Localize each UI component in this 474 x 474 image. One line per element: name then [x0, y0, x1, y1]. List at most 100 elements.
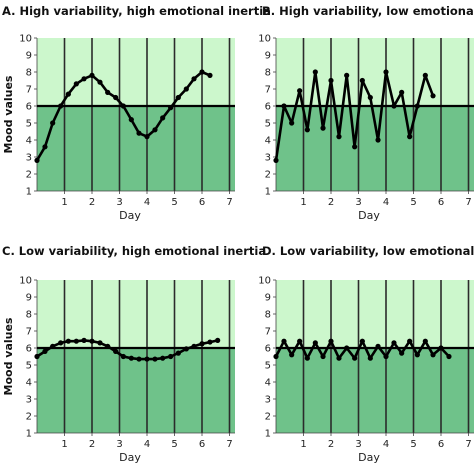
data-point — [446, 353, 452, 360]
data-point — [199, 69, 205, 75]
upper-band — [37, 280, 235, 348]
data-point — [297, 338, 303, 344]
x-tick-label: 1 — [300, 439, 306, 450]
chart-panel-d: D. Low variability, low emotional inerti… — [258, 244, 474, 464]
data-point — [160, 115, 166, 121]
y-tick-label: 7 — [26, 85, 32, 96]
data-point — [336, 355, 342, 361]
data-point — [144, 134, 150, 140]
x-tick-label: 3 — [116, 197, 122, 208]
x-axis-label: Day — [358, 209, 380, 222]
data-point — [304, 355, 310, 361]
y-tick-label: 2 — [26, 170, 32, 181]
x-tick-label: 6 — [438, 439, 444, 450]
data-point — [304, 127, 310, 133]
data-point — [120, 103, 126, 109]
data-point — [50, 343, 56, 349]
y-tick-label: 1 — [265, 429, 271, 440]
data-point — [273, 353, 279, 360]
data-point — [289, 352, 295, 358]
data-point — [50, 120, 56, 126]
y-axis-label: Mood values — [2, 75, 15, 153]
x-tick-label: 3 — [355, 197, 361, 208]
data-point — [215, 337, 221, 343]
y-tick-label: 1 — [265, 187, 271, 198]
x-tick-label: 5 — [171, 197, 177, 208]
x-tick-label: 6 — [199, 197, 205, 208]
y-tick-label: 8 — [26, 68, 32, 79]
data-point — [399, 350, 405, 356]
data-point — [191, 343, 197, 349]
data-point — [336, 134, 342, 140]
data-point — [359, 338, 365, 344]
data-point — [383, 69, 389, 75]
data-point — [58, 103, 64, 109]
y-tick-label: 2 — [265, 170, 271, 181]
data-point — [175, 94, 181, 101]
data-point — [105, 343, 111, 349]
y-tick-label: 7 — [26, 327, 32, 338]
data-point — [328, 77, 334, 84]
x-tick-label: 1 — [300, 197, 306, 208]
data-point — [81, 337, 87, 343]
data-point — [65, 91, 71, 97]
data-point — [113, 348, 119, 354]
y-tick-label: 8 — [265, 310, 271, 321]
x-tick-label: 5 — [410, 197, 416, 208]
data-point — [207, 72, 213, 78]
data-point — [42, 348, 48, 354]
data-point — [136, 356, 142, 362]
data-point — [73, 81, 79, 87]
panel-title: A. High variability, high emotional iner… — [2, 4, 271, 18]
y-tick-label: 3 — [26, 395, 32, 406]
data-point — [183, 346, 189, 352]
data-point — [144, 356, 150, 362]
y-tick-label: 5 — [265, 119, 271, 130]
data-point — [175, 350, 181, 356]
data-point — [320, 353, 326, 360]
y-tick-label: 2 — [265, 412, 271, 423]
data-point — [199, 341, 205, 347]
x-tick-label: 6 — [438, 197, 444, 208]
data-point — [289, 120, 295, 126]
upper-band — [276, 280, 474, 348]
data-point — [407, 338, 413, 344]
x-tick-label: 3 — [355, 439, 361, 450]
x-tick-label: 2 — [89, 197, 95, 208]
lower-band — [37, 106, 235, 191]
data-point — [105, 89, 111, 95]
upper-band — [276, 38, 474, 106]
data-point — [81, 76, 87, 82]
data-point — [352, 144, 358, 150]
data-point — [328, 338, 334, 344]
y-tick-label: 9 — [265, 51, 271, 62]
x-tick-label: 2 — [89, 439, 95, 450]
y-tick-label: 5 — [26, 361, 32, 372]
y-tick-label: 8 — [265, 68, 271, 79]
chart-panel-b: B. High variability, low emotional inert… — [258, 4, 474, 222]
x-tick-label: 4 — [144, 197, 150, 208]
data-point — [168, 353, 174, 360]
y-tick-label: 1 — [26, 429, 32, 440]
data-point — [391, 103, 397, 109]
y-tick-label: 9 — [26, 293, 32, 304]
panel-title: C. Low variability, high emotional inert… — [2, 244, 266, 258]
y-tick-label: 9 — [265, 293, 271, 304]
y-tick-label: 6 — [26, 344, 32, 355]
data-point — [383, 353, 389, 360]
y-tick-label: 6 — [265, 102, 271, 113]
data-point — [281, 338, 287, 344]
x-tick-label: 2 — [328, 197, 334, 208]
x-tick-label: 2 — [328, 439, 334, 450]
x-tick-label: 7 — [226, 439, 232, 450]
data-point — [422, 338, 428, 344]
y-tick-label: 5 — [26, 119, 32, 130]
data-point — [414, 103, 420, 109]
y-tick-label: 10 — [19, 276, 32, 287]
data-point — [113, 94, 119, 101]
y-tick-label: 4 — [26, 378, 32, 389]
y-tick-label: 3 — [265, 153, 271, 164]
y-tick-label: 10 — [258, 276, 271, 287]
x-tick-label: 4 — [383, 439, 389, 450]
